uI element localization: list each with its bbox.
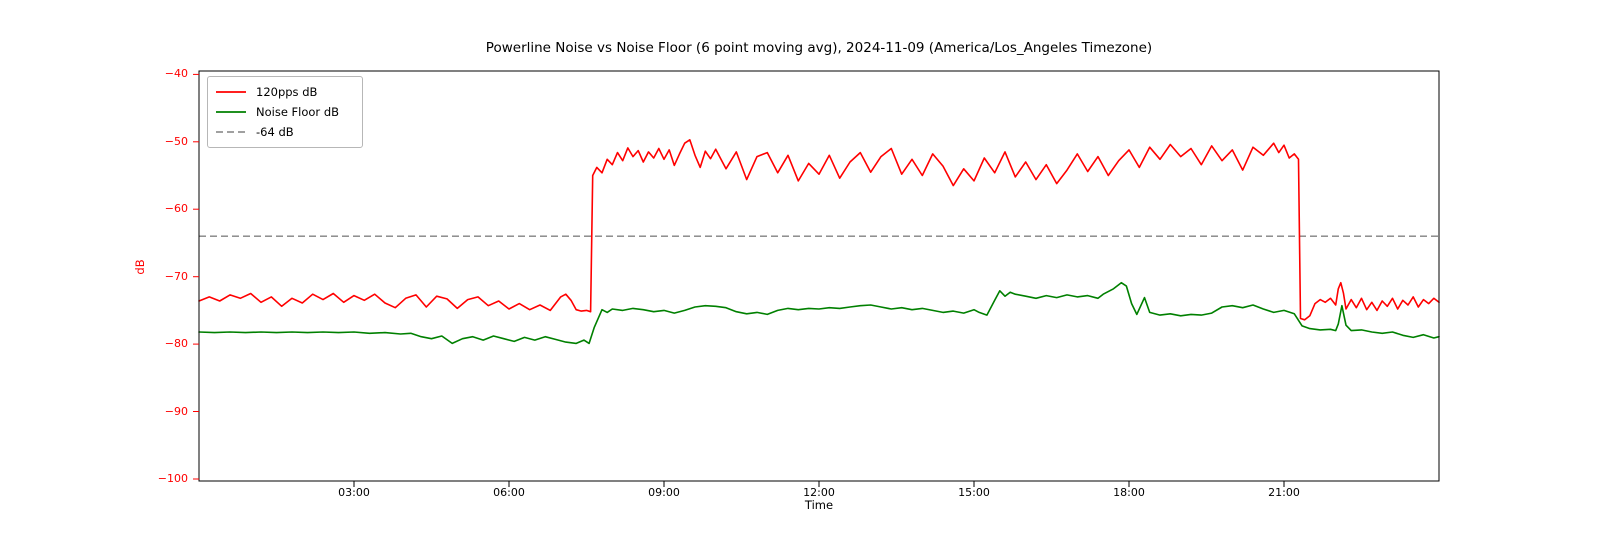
- y-axis-label: dB: [133, 259, 147, 275]
- legend-label: -64 dB: [256, 125, 294, 139]
- legend-line-sample-solid-green: [216, 111, 246, 113]
- axes-frame: [198, 70, 1440, 482]
- series-line-0: [198, 139, 1440, 321]
- legend: 120pps dB Noise Floor dB -64 dB: [207, 76, 363, 148]
- legend-entry-120pps: 120pps dB: [216, 82, 354, 102]
- x-axis-label: Time: [804, 498, 834, 512]
- chart-title: Powerline Noise vs Noise Floor (6 point …: [485, 40, 1153, 56]
- legend-label: 120pps dB: [256, 85, 318, 99]
- legend-line-sample-solid-red: [216, 91, 246, 93]
- legend-entry-noise-floor: Noise Floor dB: [216, 102, 354, 122]
- legend-entry-threshold: -64 dB: [216, 122, 354, 142]
- series-line-1: [198, 281, 1440, 345]
- legend-label: Noise Floor dB: [256, 105, 340, 119]
- legend-line-sample-dashed-gray: [216, 131, 246, 133]
